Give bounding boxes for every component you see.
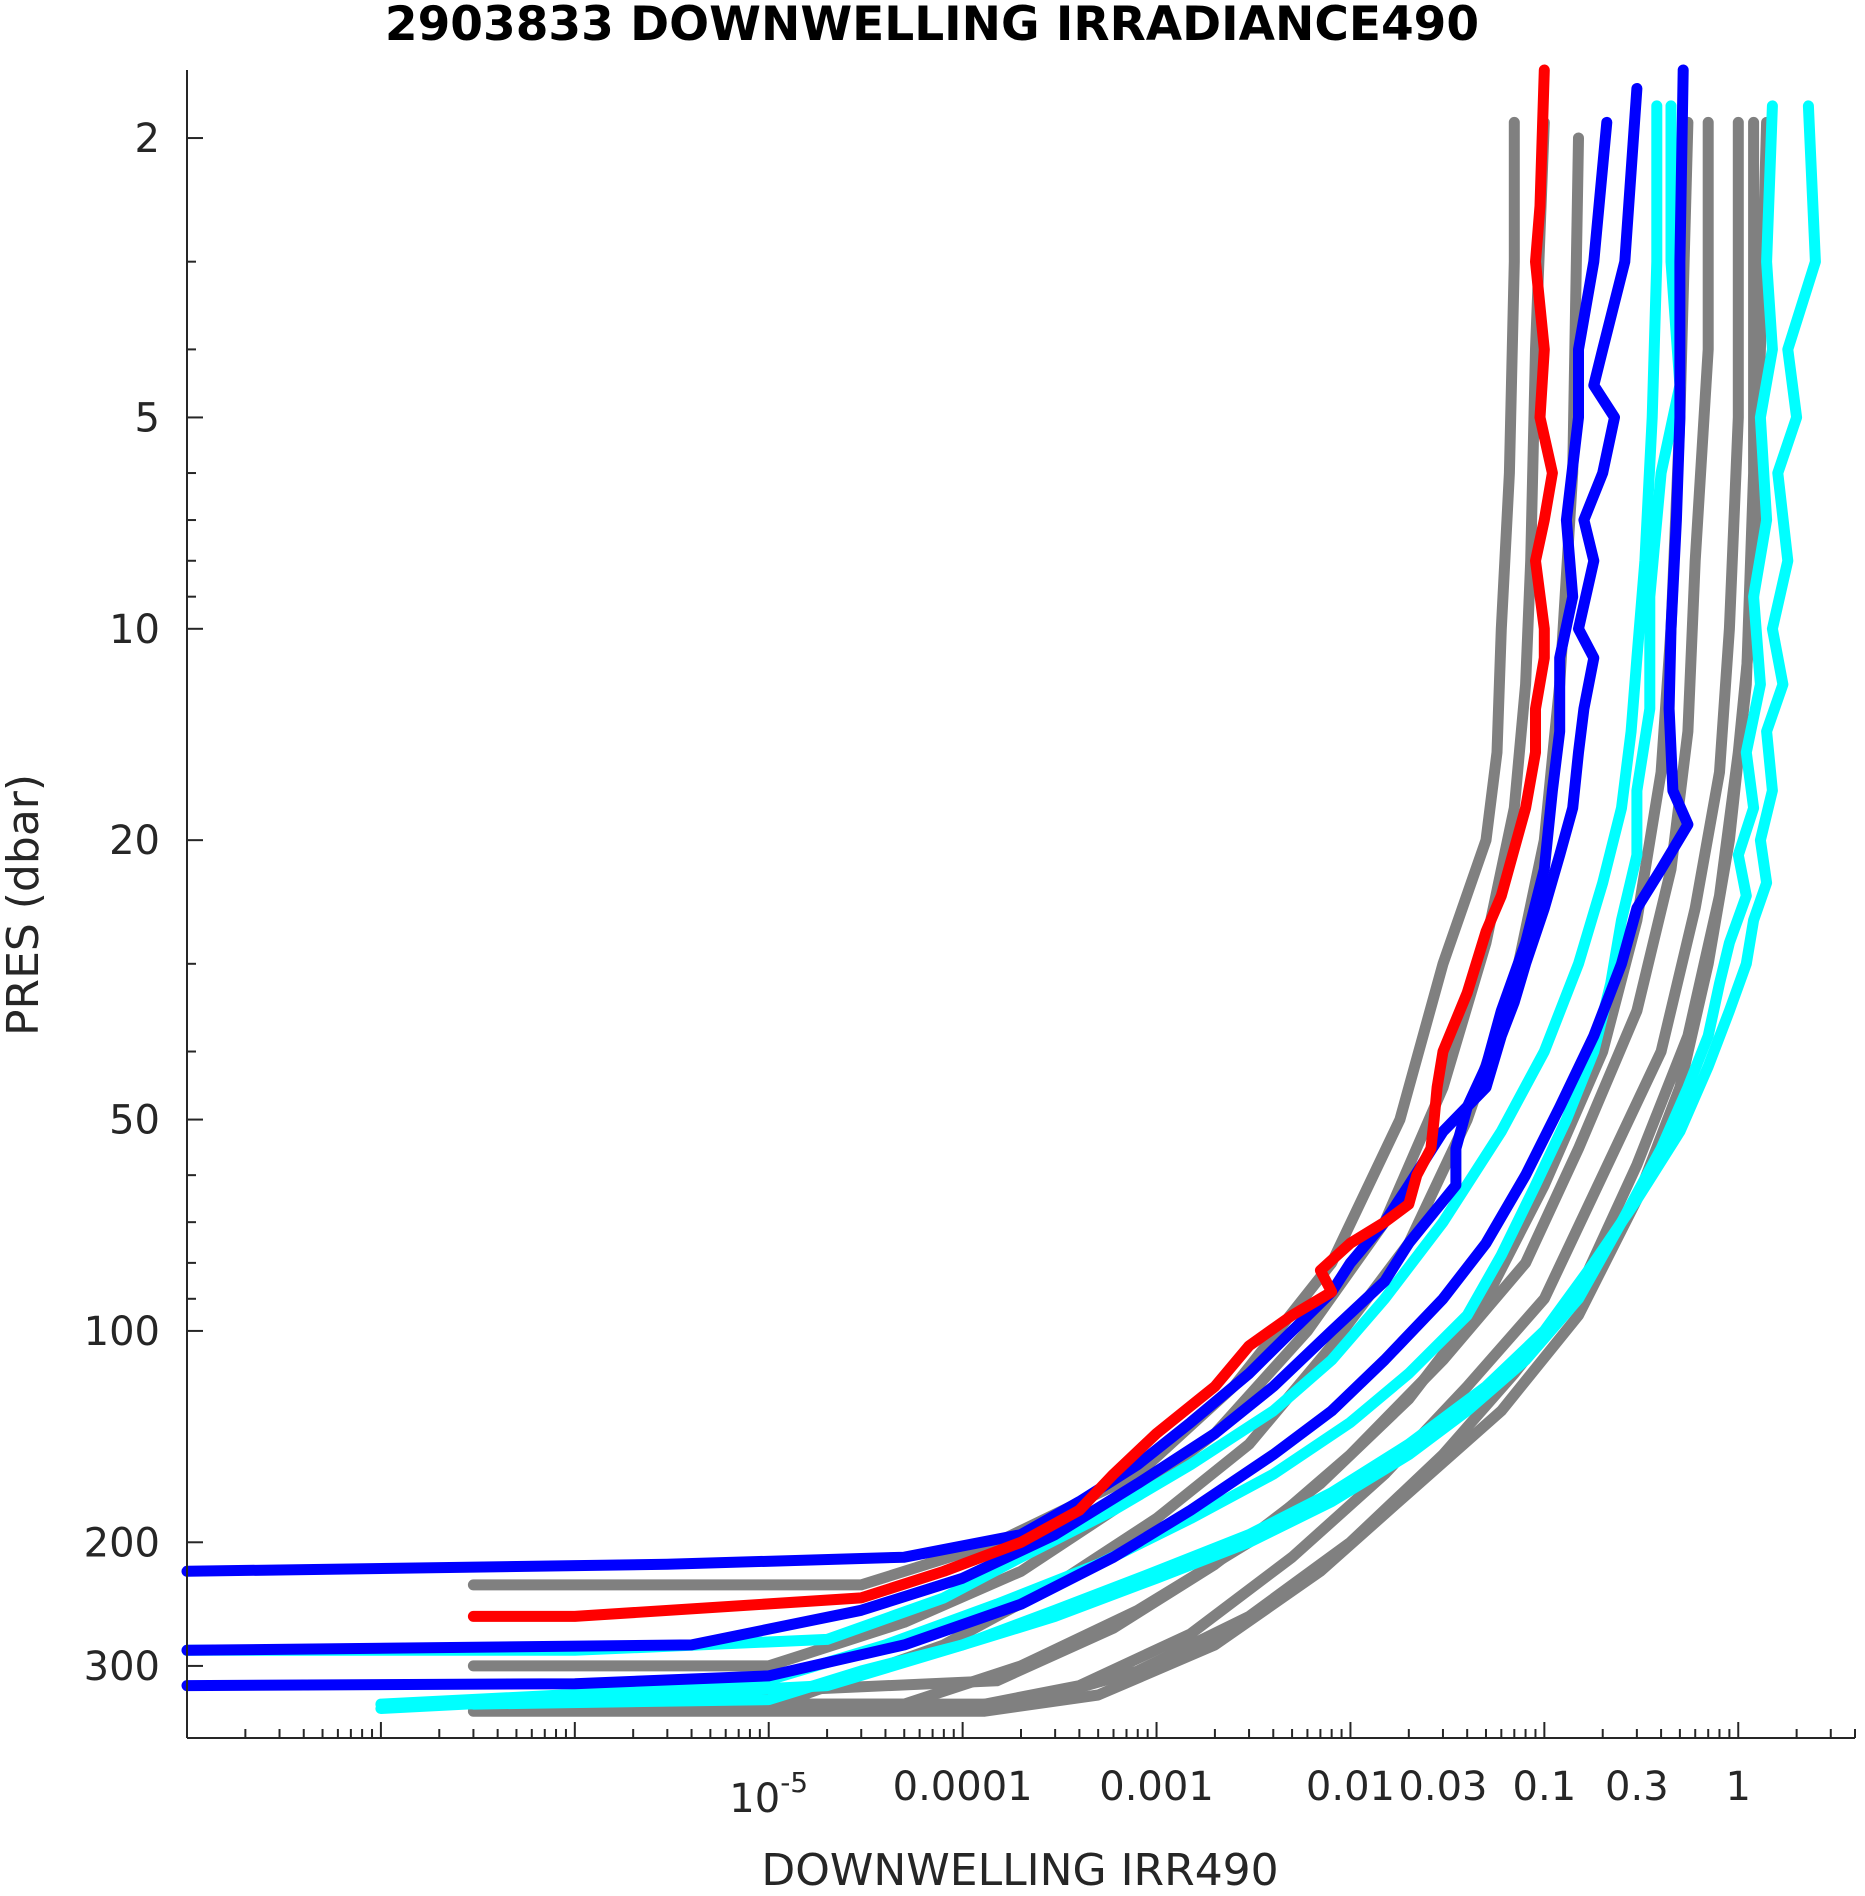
series-line-gray-5	[467, 116, 1694, 1710]
series-line-cyan-14	[375, 100, 1821, 1714]
series-line-cyan-13	[467, 100, 1778, 1710]
x-axis-label: DOWNWELLING IRR490	[761, 1845, 1278, 1896]
series-line-cyan-12	[181, 100, 1663, 1656]
y-tick-label: 10	[109, 607, 160, 653]
y-tick-label: 300	[84, 1644, 160, 1690]
series-line-gray-0	[467, 116, 1520, 1591]
series-line-gray-2	[467, 116, 1714, 1710]
y-tick-label: 2	[135, 116, 160, 162]
x-tick-label: 0.001	[1099, 1764, 1214, 1810]
x-tick-label: 0.3	[1605, 1764, 1669, 1810]
x-ticks: 10-5 0.0001 0.001 0.01 0.03 0.1 0.3 1	[186, 1722, 1856, 1822]
y-tick-label: 200	[84, 1520, 160, 1566]
x-tick-label: 0.1	[1513, 1764, 1577, 1810]
y-tick-label: 5	[135, 395, 160, 441]
y-ticks: 2 5 10 20 50 100 200 300	[84, 116, 203, 1690]
x-tick-label: 0.03	[1398, 1764, 1487, 1810]
series-line-gray-6	[467, 132, 1584, 1706]
series-line-red-8	[467, 64, 1558, 1622]
series-line-gray-3	[467, 116, 1744, 1714]
series-line-blue-11	[181, 64, 1694, 1692]
x-tick-label-base: 10	[729, 1776, 780, 1822]
y-axis-label: PRES (dbar)	[0, 774, 49, 1036]
x-tick-label-exponent: -5	[780, 1766, 808, 1799]
y-tick-label: 100	[84, 1309, 160, 1355]
series-line-blue-10	[181, 116, 1613, 1656]
x-tick-label: 0.01	[1306, 1764, 1395, 1810]
x-tick-label: 1	[1726, 1764, 1751, 1810]
series-line-gray-1	[467, 116, 1550, 1672]
y-tick-label: 20	[109, 818, 160, 864]
series-layer	[181, 64, 1821, 1717]
x-tick-label: 10-5	[729, 1766, 808, 1822]
chart-title: 2903833 DOWNWELLING IRRADIANCE490	[385, 0, 1479, 52]
series-line-blue-9	[181, 83, 1643, 1577]
y-tick-label: 50	[109, 1098, 160, 1144]
series-line-cyan-15	[375, 100, 1686, 1710]
x-tick-label: 0.0001	[893, 1764, 1033, 1810]
